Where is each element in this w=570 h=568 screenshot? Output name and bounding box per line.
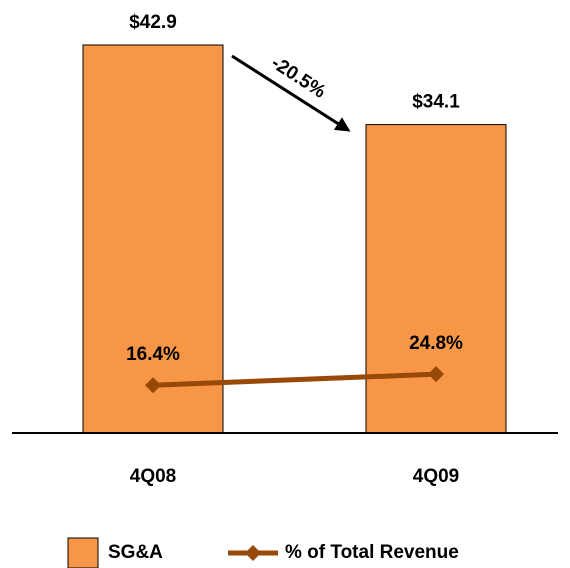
change-arrow	[231, 54, 351, 132]
line-marker	[428, 366, 444, 383]
bar-value-label: $42.9	[129, 12, 177, 33]
bar	[82, 44, 224, 434]
line-value-label: 24.8%	[409, 333, 463, 354]
x-tick-label: 4Q09	[413, 466, 459, 487]
line-marker	[145, 377, 161, 394]
bar	[365, 124, 507, 434]
line	[152, 371, 437, 388]
bar-value-label: $34.1	[412, 92, 460, 113]
legend-swatch	[67, 537, 99, 568]
x-tick-label: 4Q08	[130, 466, 176, 487]
change-annotation: -20.5%	[267, 52, 329, 102]
legend-label: % of Total Revenue	[285, 542, 459, 563]
legend-label: SG&A	[108, 542, 163, 563]
line-value-label: 16.4%	[126, 344, 180, 365]
legend-marker	[245, 545, 261, 561]
